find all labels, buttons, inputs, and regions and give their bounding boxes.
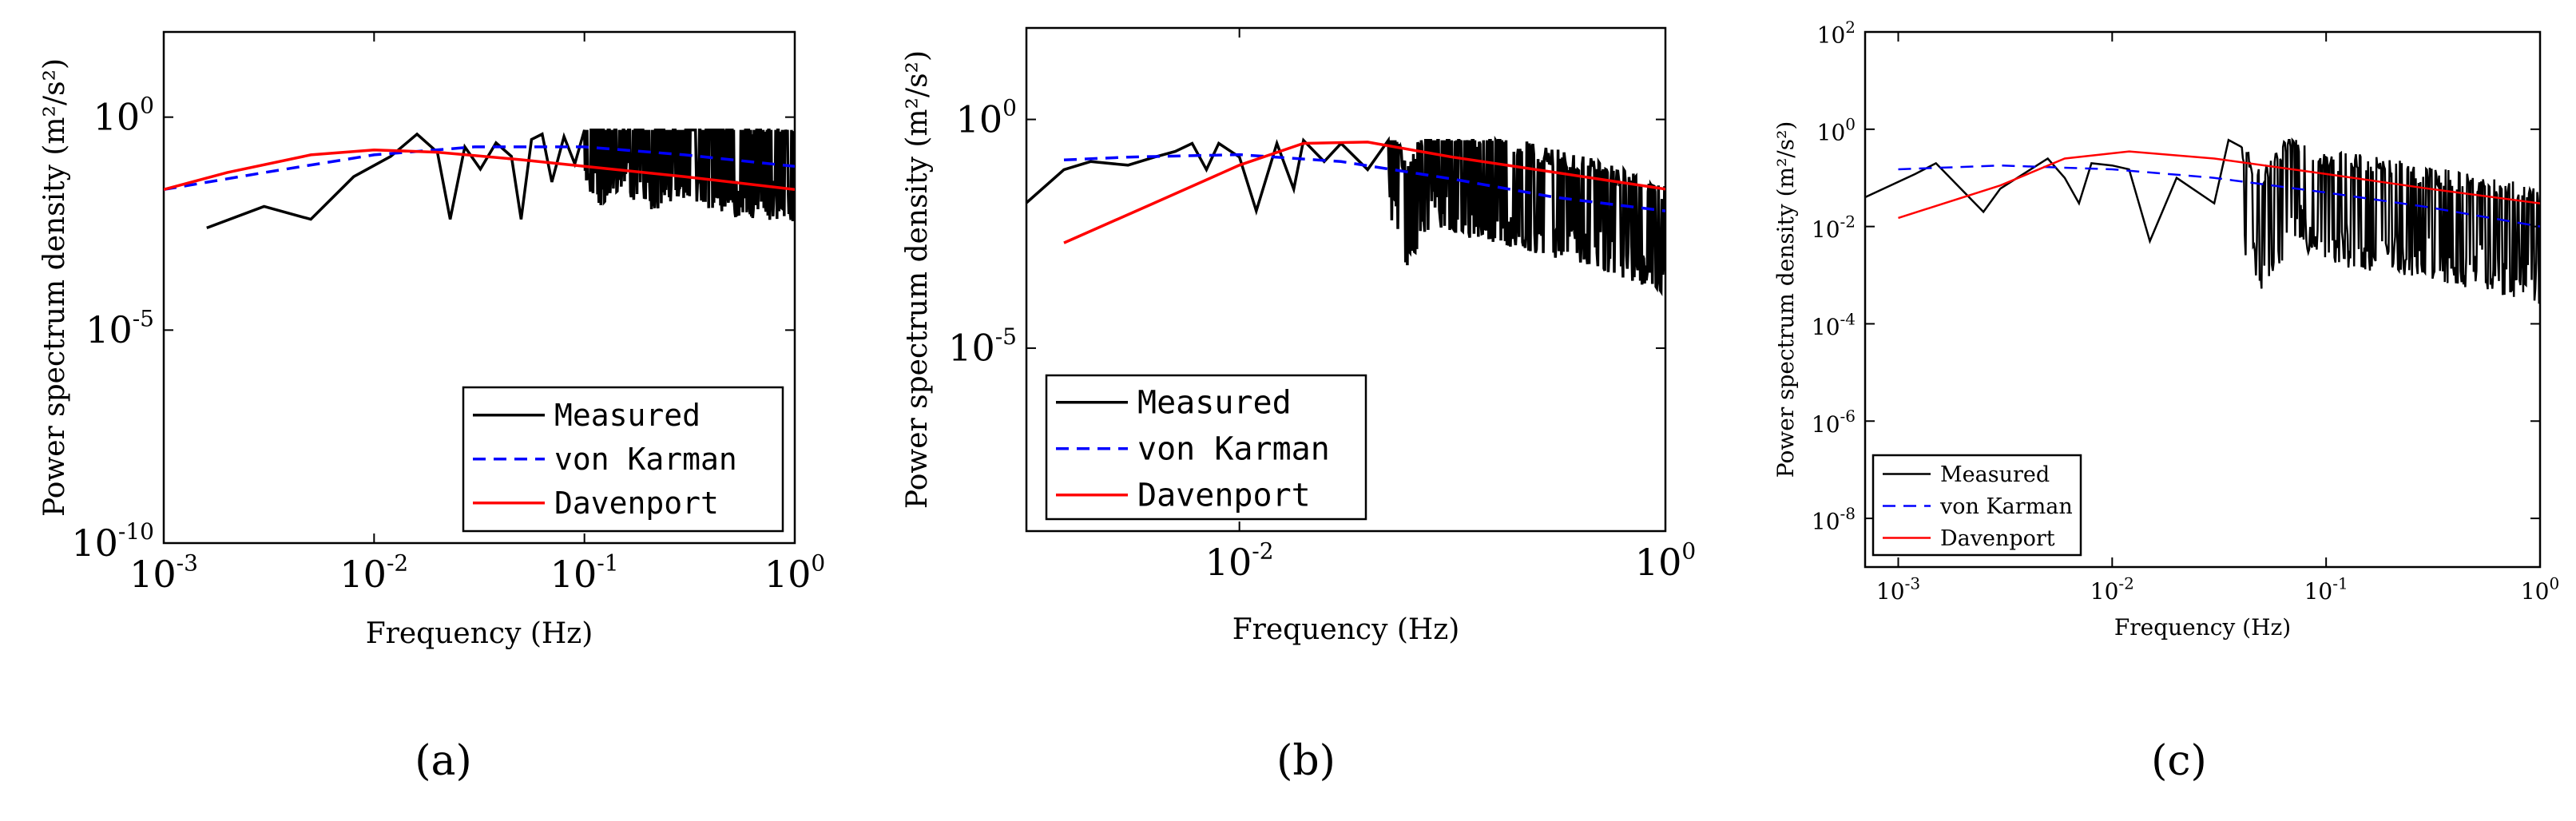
x-tick-label: 10-2 [339,549,408,596]
legend: Measured von Karman Davenport [1045,374,1367,521]
series-von-karman [164,145,795,192]
legend-label: Measured [1940,462,2050,487]
x-axis-label: Frequency (Hz) [2114,614,2291,641]
y-tick-label: 10-6 [1812,407,1856,438]
plot-frame [162,30,796,545]
legend-label: Measured [554,398,701,433]
x-tick-label: 10-1 [2304,573,2348,605]
y-tick-label: 100 [93,93,154,139]
legend: Measured von Karman Davenport [1871,454,2082,557]
x-tick-label: 100 [2521,573,2559,605]
x-axis-label: Frequency (Hz) [366,617,593,650]
panel-label: (b) [1276,737,1336,785]
y-axis-label: Power spectrum density (m²/s²) [1772,121,1799,478]
chart-b: 10-2 100 10-5 100 Frequency (Hz) Power spectr… [901,26,1696,646]
y-tick-label: 10-8 [1812,504,1856,535]
x-tick-label: 10-2 [2090,573,2134,605]
y-tick-label: 10-5 [948,323,1017,370]
x-tick-label: 10-3 [129,549,198,596]
series-von-karman [1898,164,2540,228]
legend-label: Davenport [1940,526,2055,551]
x-tick-label: 100 [1635,537,1696,584]
x-axis-label: Frequency (Hz) [1232,613,1460,646]
legend-label: von Karman [554,442,737,477]
chart-a: 10-3 10-2 10-1 100 10-10 10-5 100 Frequency (Hz… [38,30,825,650]
legend-label: Measured [1137,385,1292,422]
y-tick-label: 102 [1817,18,1856,49]
y-tick-label: 10-4 [1812,309,1856,340]
series-measured [206,128,795,230]
panel-label: (a) [415,737,472,785]
legend: Measured von Karman Davenport [462,386,784,533]
series-von-karman [1063,153,1665,212]
series-measured [1865,137,2540,304]
x-tick-label: 10-3 [1876,573,1920,605]
panel-label: (c) [2151,737,2207,785]
legend-label: Davenport [554,486,719,521]
x-tick-label: 100 [764,549,825,596]
legend-label: von Karman [1137,431,1330,468]
y-axis-label: Power spectrum density (m²/s²) [38,58,71,517]
y-tick-label: 10-5 [85,305,154,351]
series-measured [1026,135,1665,297]
legend-label: Davenport [1137,478,1311,514]
y-tick-label: 10-2 [1812,212,1856,244]
series-davenport [164,148,795,192]
x-tick-label: 10-2 [1205,537,1274,584]
y-tick-label: 10-10 [71,518,154,565]
series-davenport [1898,150,2540,220]
plot-frame [1025,26,1667,533]
legend-label: von Karman [1939,494,2073,519]
chart-c: 10-3 10-2 10-1 100 10-8 10-6 10-4 10-2 100 102 Fre… [1772,18,2559,641]
x-tick-label: 10-1 [550,549,619,596]
y-axis-label: Power spectrum density (m²/s²) [901,50,934,509]
y-tick-label: 100 [1817,115,1856,146]
series-davenport [1063,141,1665,244]
y-tick-label: 100 [956,95,1017,141]
